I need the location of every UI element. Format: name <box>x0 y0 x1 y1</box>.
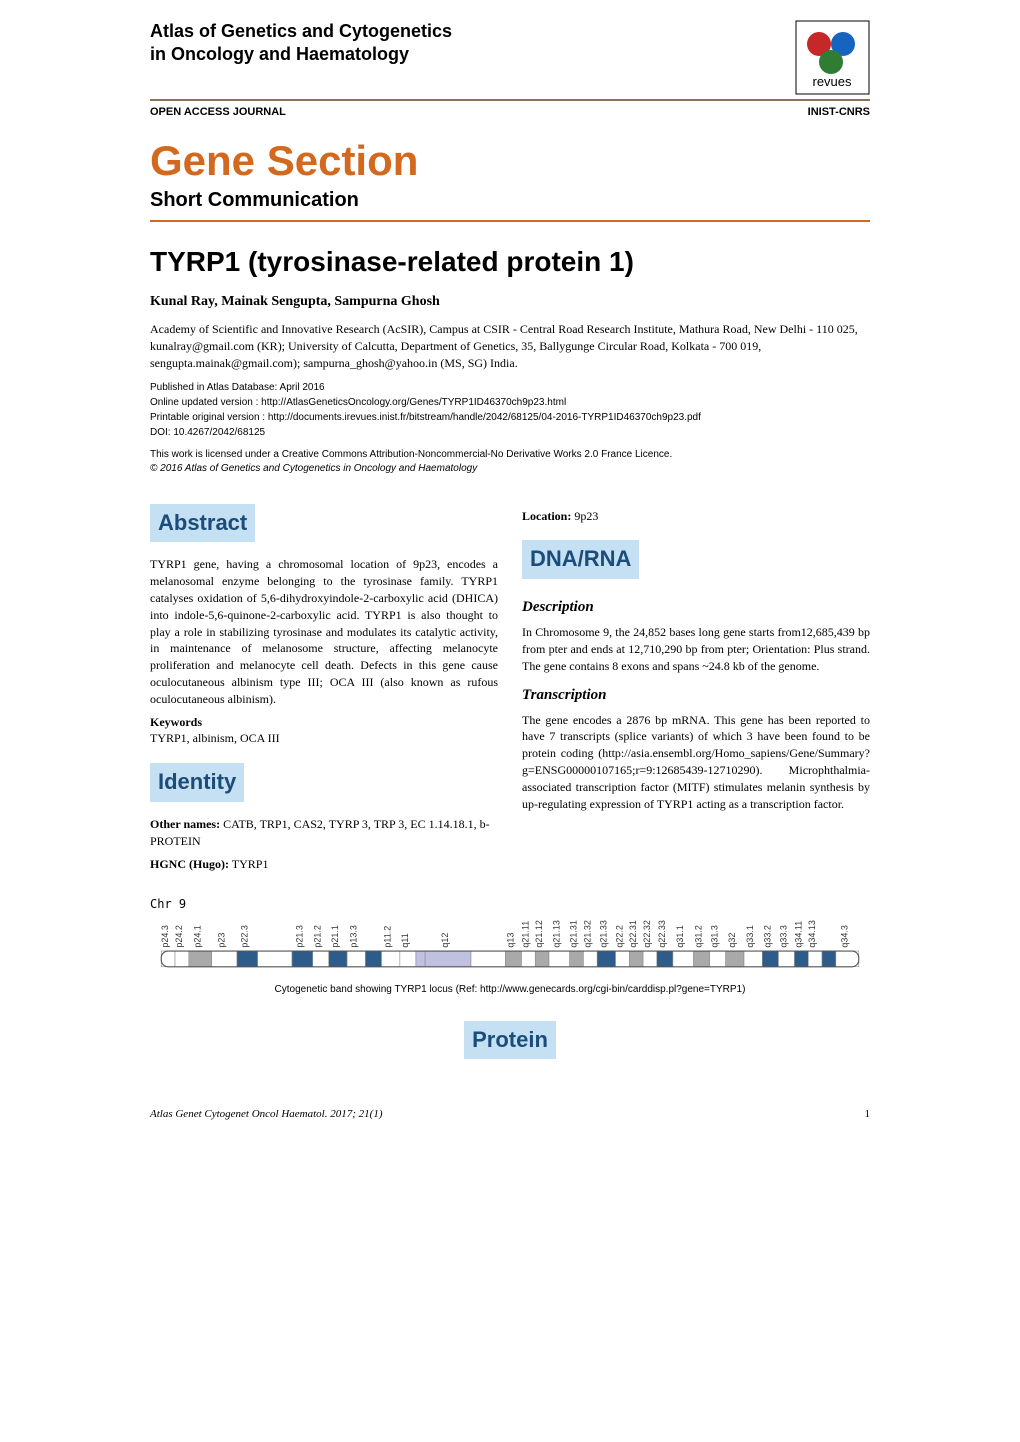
journal-title: Atlas of Genetics and Cytogenetics in On… <box>150 20 452 67</box>
header-meta: OPEN ACCESS JOURNAL INIST-CNRS <box>150 105 870 120</box>
inist-label: INIST-CNRS <box>808 105 870 120</box>
svg-text:q33.3: q33.3 <box>778 925 788 948</box>
pub-online: Online updated version : http://AtlasGen… <box>150 395 870 410</box>
journal-title-line1: Atlas of Genetics and Cytogenetics <box>150 21 452 41</box>
identity-heading: Identity <box>150 763 244 802</box>
left-column: Abstract TYRP1 gene, having a chromosoma… <box>150 494 498 879</box>
dnarna-heading: DNA/RNA <box>522 540 639 579</box>
svg-text:p13.3: p13.3 <box>348 925 358 948</box>
svg-text:q22.32: q22.32 <box>642 920 652 948</box>
svg-text:q21.12: q21.12 <box>534 920 544 948</box>
section-divider <box>150 220 870 222</box>
svg-text:p24.2: p24.2 <box>174 925 184 948</box>
page-number: 1 <box>865 1107 871 1122</box>
abstract-heading: Abstract <box>150 504 255 543</box>
journal-title-line2: in Oncology and Haematology <box>150 44 409 64</box>
transcription-body: The gene encodes a 2876 bp mRNA. This ge… <box>522 712 870 813</box>
logo-svg: revues <box>795 20 870 95</box>
short-communication-label: Short Communication <box>150 186 870 214</box>
transcription-heading: Transcription <box>522 685 870 706</box>
svg-text:q11: q11 <box>400 933 410 947</box>
svg-text:q33.2: q33.2 <box>762 925 772 948</box>
svg-text:q31.3: q31.3 <box>710 925 720 948</box>
chromosome-ideogram: p24.3 p24.2 p24.1 p23 p22.3 p21.3 p21.2 p21.1 p1… <box>150 915 870 971</box>
svg-text:p24.1: p24.1 <box>192 925 202 948</box>
location-label: Location: <box>522 509 574 523</box>
location-value: 9p23 <box>574 509 598 523</box>
svg-text:q22.33: q22.33 <box>657 920 667 948</box>
publication-info: Published in Atlas Database: April 2016 … <box>150 380 870 440</box>
right-column: Location: 9p23 DNA/RNA Description In Ch… <box>522 494 870 879</box>
two-column-layout: Abstract TYRP1 gene, having a chromosoma… <box>150 494 870 879</box>
svg-text:q32: q32 <box>727 933 737 948</box>
svg-text:q13: q13 <box>505 933 515 948</box>
location-row: Location: 9p23 <box>522 508 870 525</box>
svg-text:p23: p23 <box>216 933 226 948</box>
other-names-label: Other names: <box>150 817 220 831</box>
svg-text:q22.31: q22.31 <box>628 920 638 948</box>
svg-text:q31.1: q31.1 <box>675 925 685 948</box>
svg-text:q34.11: q34.11 <box>793 921 803 948</box>
gene-section-label: Gene Section <box>150 140 870 182</box>
page-footer: Atlas Genet Cytogenet Oncol Haematol. 20… <box>150 1107 870 1122</box>
svg-text:q22.2: q22.2 <box>614 925 624 948</box>
pub-printable: Printable original version : http://docu… <box>150 410 870 425</box>
svg-text:p22.3: p22.3 <box>239 925 249 948</box>
hgnc-value: TYRP1 <box>229 857 268 871</box>
svg-text:p21.3: p21.3 <box>294 925 304 948</box>
license-block: This work is licensed under a Creative C… <box>150 448 870 476</box>
protein-heading: Protein <box>464 1021 556 1060</box>
description-body: In Chromosome 9, the 24,852 bases long g… <box>522 624 870 674</box>
svg-text:q21.31: q21.31 <box>569 920 579 948</box>
open-access-label: OPEN ACCESS JOURNAL <box>150 105 286 120</box>
keywords-heading: Keywords <box>150 714 498 731</box>
svg-text:q21.33: q21.33 <box>598 920 608 948</box>
svg-text:q12: q12 <box>440 933 450 948</box>
abstract-body: TYRP1 gene, having a chromosomal locatio… <box>150 556 498 707</box>
svg-text:q31.2: q31.2 <box>694 925 704 948</box>
svg-text:q21.32: q21.32 <box>582 920 592 948</box>
svg-text:p21.1: p21.1 <box>330 925 340 948</box>
svg-text:p24.3: p24.3 <box>160 925 170 948</box>
svg-text:p21.2: p21.2 <box>313 925 323 948</box>
keywords-text: TYRP1, albinism, OCA III <box>150 730 498 747</box>
header: Atlas of Genetics and Cytogenetics in On… <box>150 20 870 95</box>
license-text: This work is licensed under a Creative C… <box>150 448 870 462</box>
other-names-row: Other names: CATB, TRP1, CAS2, TYRP 3, T… <box>150 816 498 850</box>
chr-label: Chr 9 <box>150 896 870 913</box>
svg-text:q34.13: q34.13 <box>807 920 817 948</box>
description-heading: Description <box>522 597 870 618</box>
affiliation: Academy of Scientific and Innovative Res… <box>150 321 870 371</box>
pub-published: Published in Atlas Database: April 2016 <box>150 380 870 395</box>
copyright-text: © 2016 Atlas of Genetics and Cytogenetic… <box>150 462 870 476</box>
hgnc-label: HGNC (Hugo): <box>150 857 229 871</box>
svg-text:q21.13: q21.13 <box>551 920 561 948</box>
header-divider <box>150 99 870 101</box>
footer-citation: Atlas Genet Cytogenet Oncol Haematol. 20… <box>150 1107 382 1122</box>
ideogram-figure: Chr 9 p24.3p24.2p24.1p23p22.3p21.3p21.2p… <box>150 896 870 976</box>
article-title: TYRP1 (tyrosinase-related protein 1) <box>150 242 870 281</box>
ideogram-caption: Cytogenetic band showing TYRP1 locus (Re… <box>150 983 870 997</box>
revues-logo: revues <box>795 20 870 95</box>
svg-text:q34.3: q34.3 <box>839 925 849 948</box>
authors: Kunal Ray, Mainak Sengupta, Sampurna Gho… <box>150 292 870 312</box>
pub-doi: DOI: 10.4267/2042/68125 <box>150 425 870 440</box>
logo-text: revues <box>812 74 852 89</box>
svg-text:q33.1: q33.1 <box>745 925 755 948</box>
svg-text:q21.11: q21.11 <box>520 921 530 948</box>
svg-text:p11.2: p11.2 <box>383 926 393 948</box>
hgnc-row: HGNC (Hugo): TYRP1 <box>150 856 498 873</box>
